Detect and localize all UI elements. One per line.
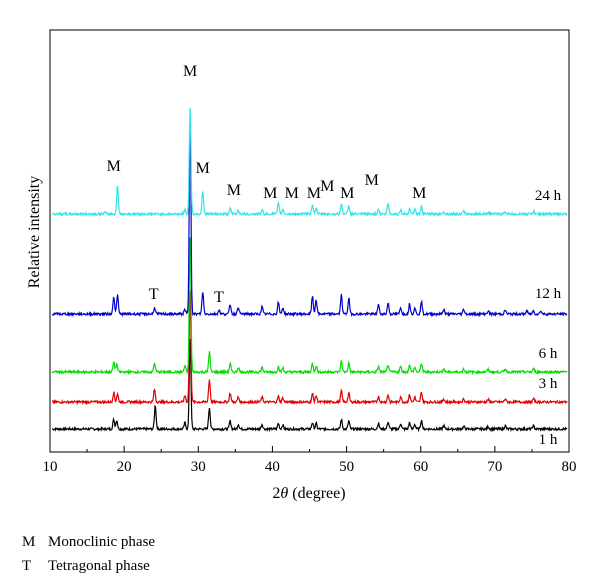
note-symbol: M <box>22 534 36 550</box>
annotation-M: M <box>340 185 354 202</box>
x-tick-label: 80 <box>562 459 577 475</box>
series-label: 3 h <box>539 376 558 392</box>
note-tetragonal: T Tetragonal phase <box>22 558 150 575</box>
series-label: 12 h <box>535 286 562 302</box>
series-line-24h <box>51 107 568 218</box>
x-tick-label: 20 <box>117 459 132 475</box>
note-text: Monoclinic phase <box>48 534 156 550</box>
annotation-M: M <box>183 63 197 80</box>
series-label: 24 h <box>535 188 562 204</box>
annotation-M: M <box>227 182 241 199</box>
annotation-M: M <box>263 185 277 202</box>
annotation-M: M <box>107 158 121 175</box>
x-tick-label: 60 <box>413 459 428 475</box>
x-tick-label: 40 <box>265 459 280 475</box>
x-tick-label: 70 <box>487 459 502 475</box>
series-line-1h <box>52 338 568 433</box>
annotation-T: T <box>214 289 224 306</box>
note-monoclinic: M Monoclinic phase <box>22 534 155 551</box>
note-symbol: T <box>22 558 32 574</box>
annotation-M: M <box>320 178 334 195</box>
plot-frame <box>49 29 570 453</box>
x-tick-label: 10 <box>43 459 58 475</box>
series-traces <box>51 107 568 433</box>
annotation-M: M <box>365 172 379 189</box>
annotation-M: M <box>412 185 426 202</box>
annotation-M: M <box>285 185 299 202</box>
annotation-T: T <box>149 286 159 303</box>
x-tick-label: 30 <box>191 459 206 475</box>
series-label: 1 h <box>539 432 558 448</box>
x-tick-label: 50 <box>339 459 354 475</box>
annotation-M: M <box>307 185 321 202</box>
x-axis-ticks: 10 20 30 40 50 60 70 80 <box>43 446 577 475</box>
series-line-12h <box>51 113 568 318</box>
y-axis-label: Relative intensity <box>26 176 43 288</box>
series-line-6h <box>51 237 568 376</box>
x-axis-label: 2θ (degree) <box>272 485 345 502</box>
series-label: 6 h <box>539 346 558 362</box>
series-labels: 1 h 3 h 6 h 12 h 24 h <box>535 188 562 448</box>
note-text: Tetragonal phase <box>48 558 150 574</box>
annotation-M: M <box>196 160 210 177</box>
series-line-3h <box>51 291 568 406</box>
